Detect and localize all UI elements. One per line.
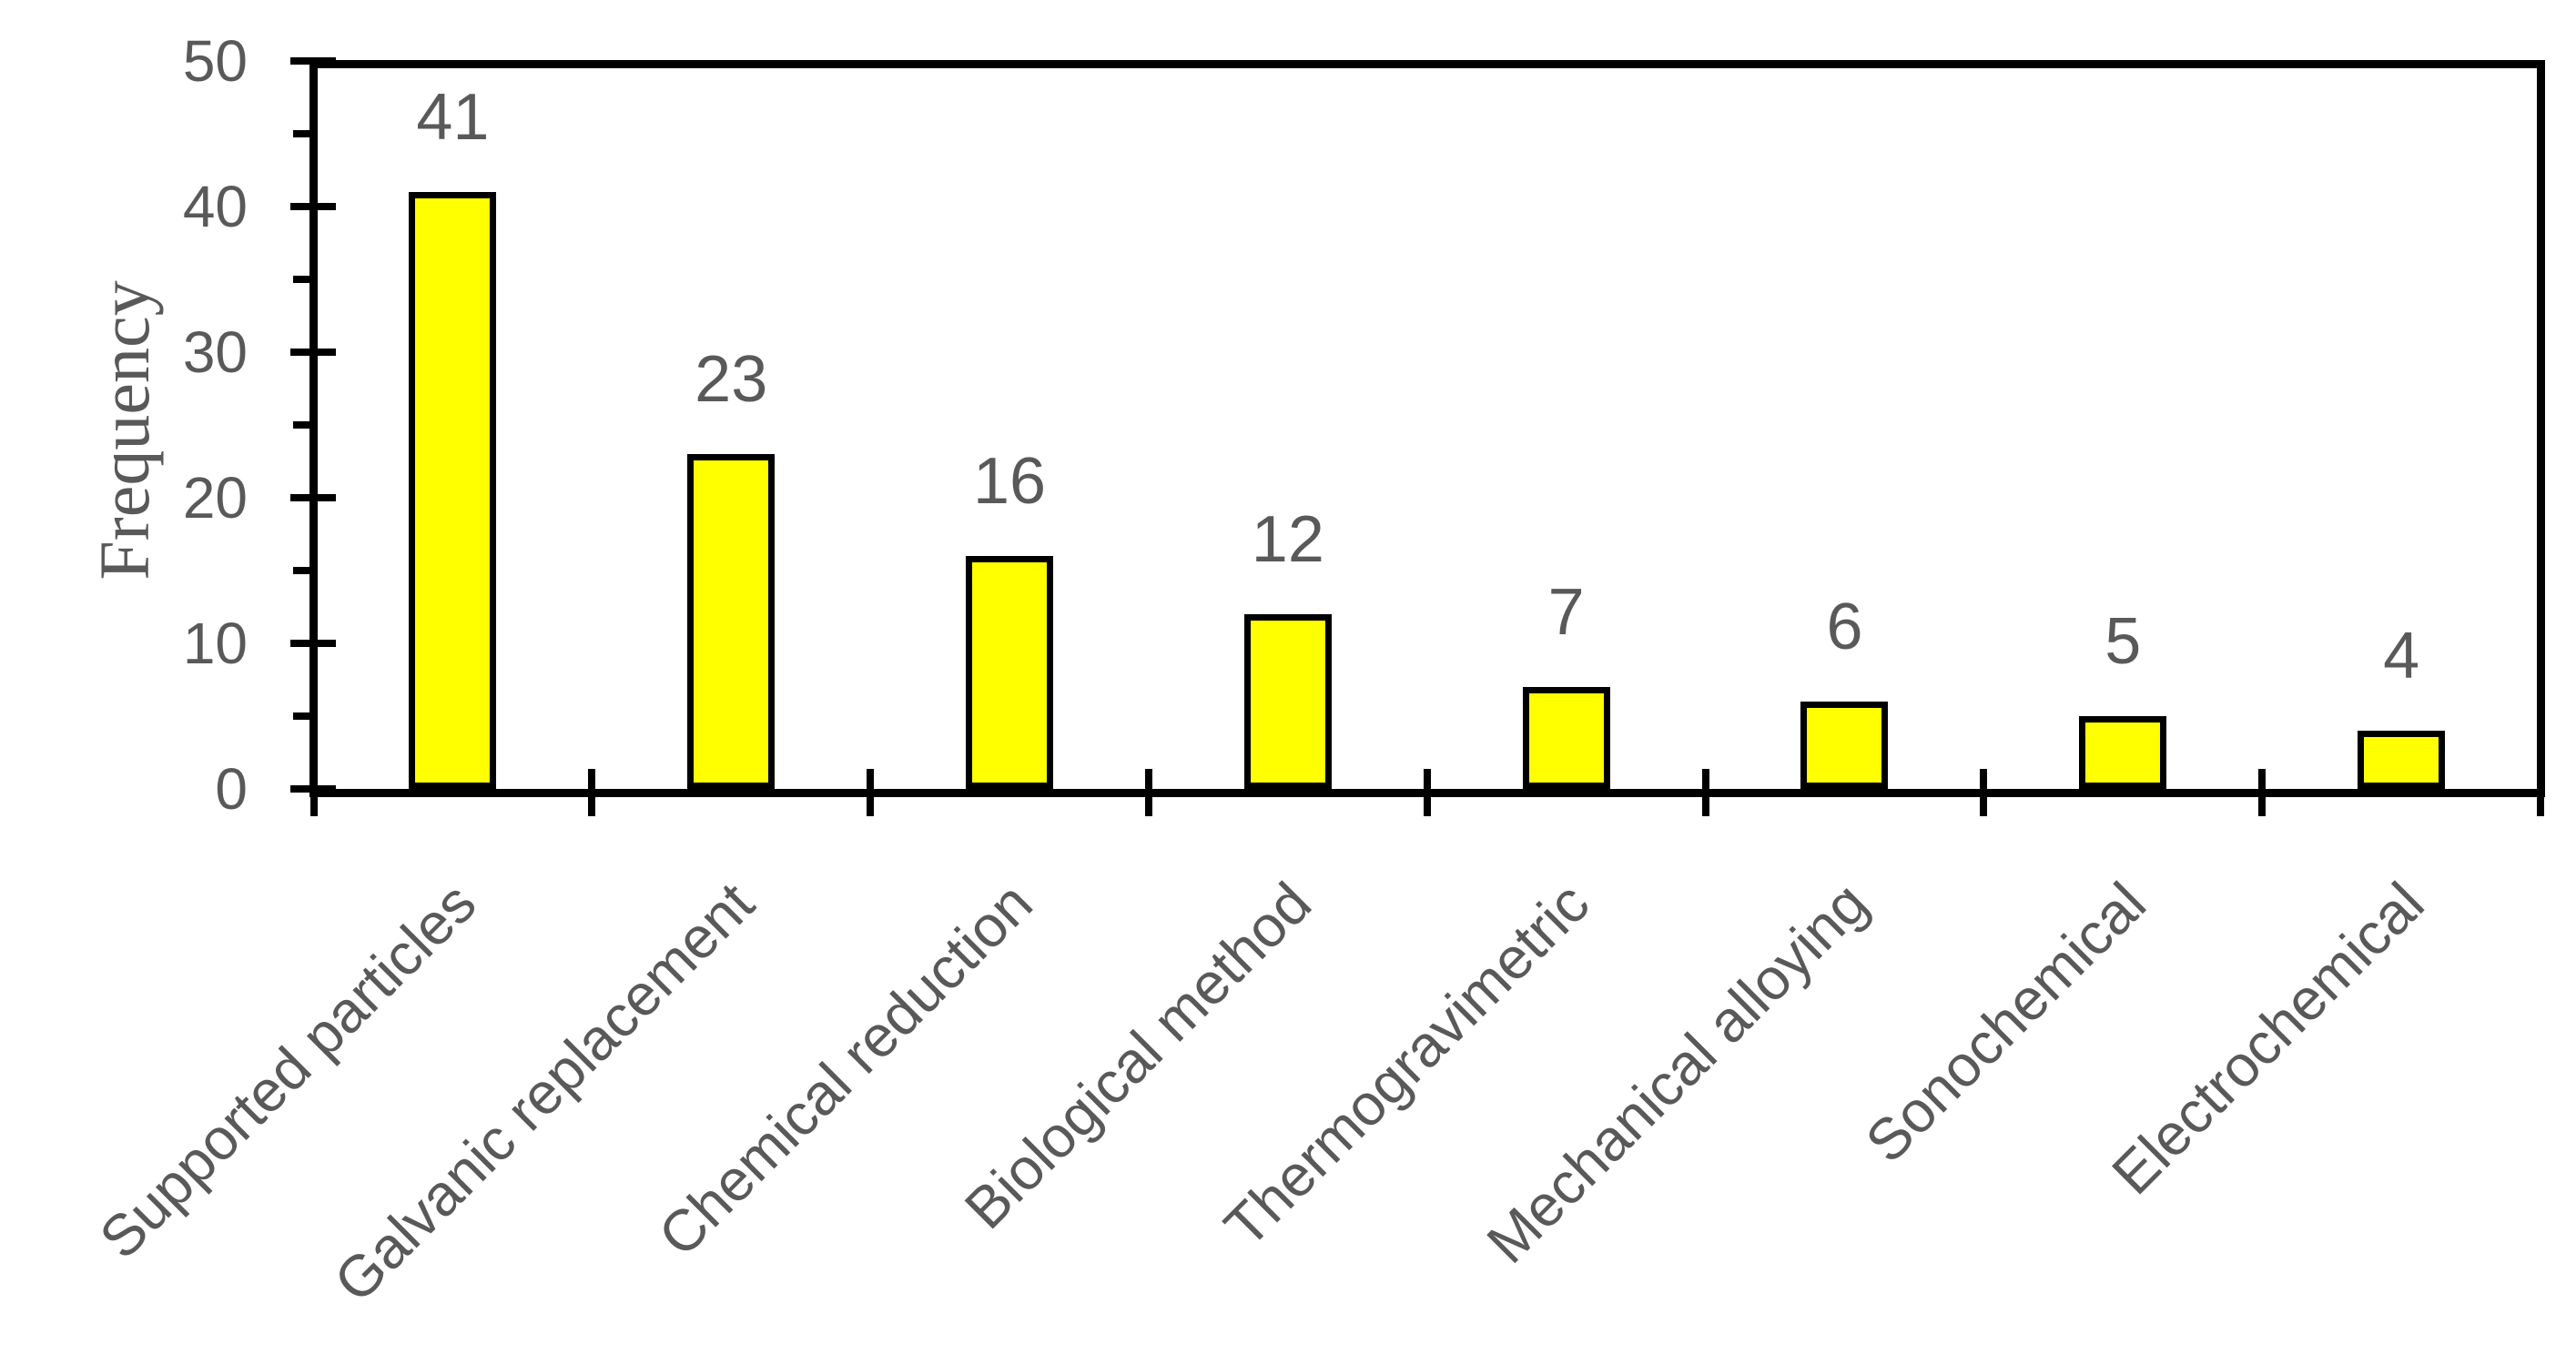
bar bbox=[687, 454, 776, 789]
y-axis-major-tick bbox=[290, 203, 336, 210]
x-axis-tick bbox=[1423, 769, 1431, 816]
bar-value-label: 6 bbox=[1826, 591, 1863, 663]
y-axis-tick-label: 0 bbox=[215, 756, 248, 822]
bar bbox=[2358, 731, 2446, 789]
y-axis-minor-tick bbox=[293, 712, 314, 720]
x-axis-tick bbox=[2258, 769, 2267, 816]
bar-value-label: 4 bbox=[2383, 620, 2420, 692]
y-axis-major-tick bbox=[290, 640, 336, 647]
bar-value-label: 12 bbox=[1251, 503, 1324, 576]
x-axis-tick bbox=[867, 769, 875, 816]
bar bbox=[1522, 687, 1610, 789]
y-axis-tick-label: 10 bbox=[182, 611, 248, 676]
x-axis-tick bbox=[588, 769, 596, 816]
y-axis-tick-label: 50 bbox=[182, 28, 248, 94]
bar-value-label: 41 bbox=[416, 81, 490, 154]
bar-value-label: 16 bbox=[972, 445, 1047, 518]
y-axis-tick-label: 30 bbox=[182, 319, 248, 385]
y-axis-minor-tick bbox=[293, 421, 314, 429]
y-axis-tick-label: 20 bbox=[182, 465, 248, 530]
y-axis-major-tick bbox=[290, 349, 336, 356]
bar bbox=[409, 192, 497, 789]
x-axis-category-label: Sonochemical bbox=[1853, 870, 2159, 1176]
bar-value-label: 23 bbox=[695, 343, 768, 416]
x-axis-tick bbox=[2537, 769, 2544, 816]
x-axis-tick bbox=[1144, 769, 1152, 816]
plot-area-border bbox=[309, 60, 2545, 797]
bar bbox=[2079, 716, 2167, 789]
bar-value-label: 7 bbox=[1547, 576, 1585, 649]
y-axis-major-tick bbox=[290, 494, 336, 501]
y-axis-minor-tick bbox=[293, 276, 314, 283]
x-axis-tick bbox=[1980, 769, 1988, 816]
y-axis-minor-tick bbox=[293, 130, 314, 137]
bar bbox=[966, 556, 1054, 789]
y-axis-major-tick bbox=[290, 57, 336, 65]
y-axis-minor-tick bbox=[293, 567, 314, 574]
y-axis-tick-label: 40 bbox=[182, 174, 248, 239]
x-axis-tick bbox=[309, 769, 318, 816]
x-axis-tick bbox=[1701, 769, 1709, 816]
bar bbox=[1800, 702, 1889, 789]
bar-value-label: 5 bbox=[2104, 605, 2142, 678]
bar bbox=[1243, 614, 1332, 789]
